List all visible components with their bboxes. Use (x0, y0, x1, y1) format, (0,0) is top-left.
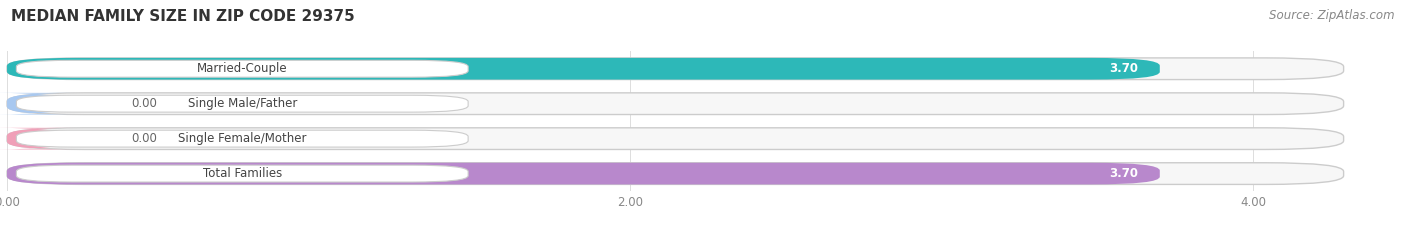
Text: 3.70: 3.70 (1109, 62, 1137, 75)
FancyBboxPatch shape (0, 93, 76, 115)
FancyBboxPatch shape (7, 93, 1344, 115)
FancyBboxPatch shape (7, 58, 1160, 80)
FancyBboxPatch shape (7, 58, 1344, 80)
FancyBboxPatch shape (7, 163, 1160, 185)
FancyBboxPatch shape (17, 165, 468, 182)
Text: Source: ZipAtlas.com: Source: ZipAtlas.com (1270, 9, 1395, 22)
Text: 3.70: 3.70 (1109, 167, 1137, 180)
Text: 0.00: 0.00 (132, 132, 157, 145)
Text: Married-Couple: Married-Couple (197, 62, 288, 75)
Text: MEDIAN FAMILY SIZE IN ZIP CODE 29375: MEDIAN FAMILY SIZE IN ZIP CODE 29375 (11, 9, 354, 24)
FancyBboxPatch shape (7, 163, 1344, 185)
Text: Single Female/Mother: Single Female/Mother (179, 132, 307, 145)
FancyBboxPatch shape (7, 128, 1344, 150)
FancyBboxPatch shape (17, 130, 468, 147)
FancyBboxPatch shape (0, 128, 76, 150)
FancyBboxPatch shape (17, 60, 468, 77)
Text: Single Male/Father: Single Male/Father (187, 97, 297, 110)
FancyBboxPatch shape (17, 95, 468, 112)
Text: Total Families: Total Families (202, 167, 281, 180)
Text: 0.00: 0.00 (132, 97, 157, 110)
